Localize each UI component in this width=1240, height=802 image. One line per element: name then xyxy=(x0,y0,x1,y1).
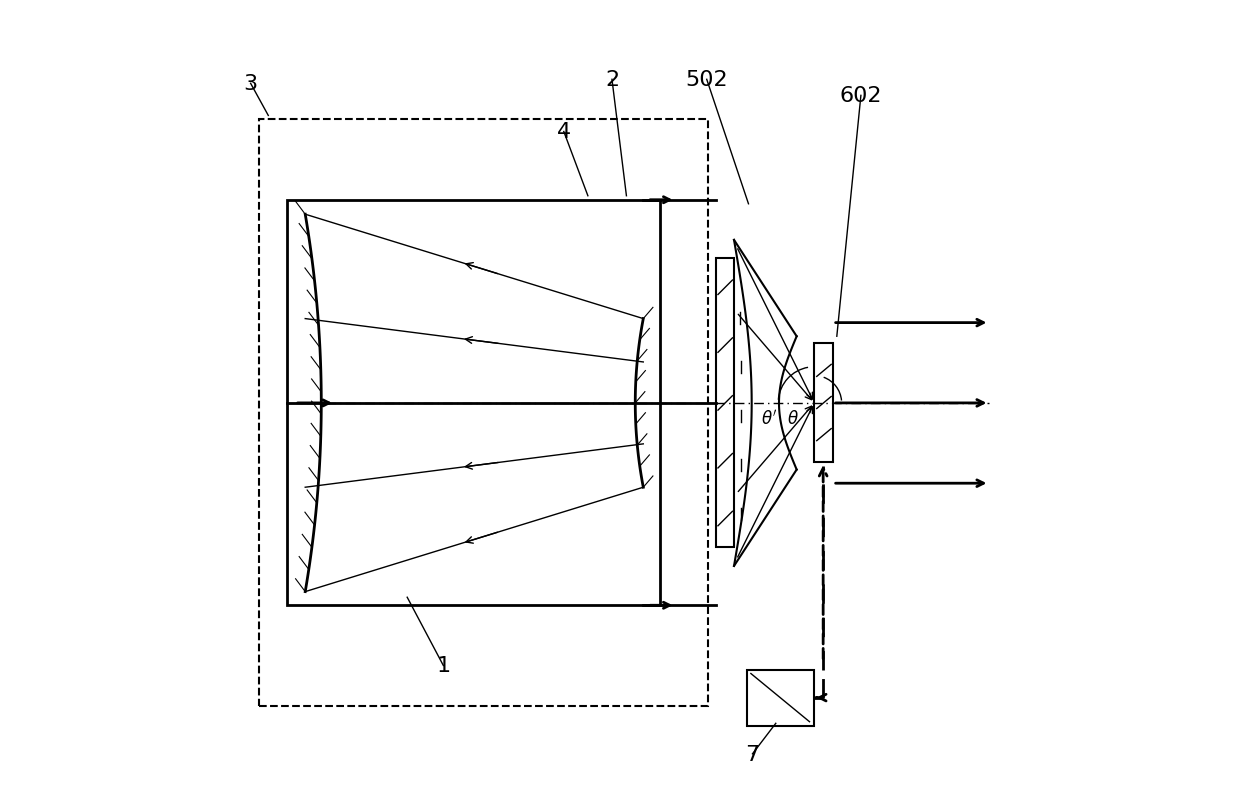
Bar xyxy=(286,200,660,606)
Text: $\theta$: $\theta$ xyxy=(786,410,799,427)
Text: 7: 7 xyxy=(745,744,760,764)
Bar xyxy=(815,344,833,463)
Text: 3: 3 xyxy=(243,75,258,94)
Text: 602: 602 xyxy=(839,87,882,106)
Text: 2: 2 xyxy=(605,71,619,90)
Text: 1: 1 xyxy=(436,656,450,675)
Text: 502: 502 xyxy=(686,71,728,90)
Text: $\theta'$: $\theta'$ xyxy=(761,409,777,428)
Bar xyxy=(259,120,708,706)
Text: 4: 4 xyxy=(557,123,570,142)
Bar xyxy=(717,259,734,548)
Bar xyxy=(746,670,813,726)
